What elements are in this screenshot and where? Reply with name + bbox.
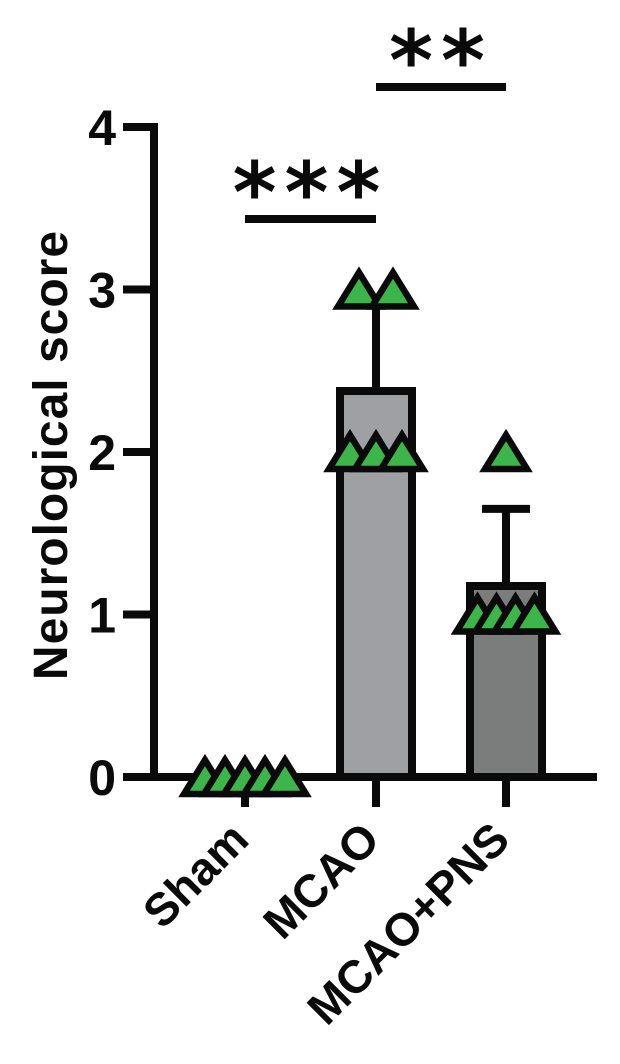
y-tick-label: 1 bbox=[88, 588, 116, 644]
error-bar-stem bbox=[502, 508, 510, 586]
x-category-label: Sham bbox=[133, 812, 258, 937]
error-bar-cap bbox=[482, 504, 530, 513]
data-point-triangle bbox=[507, 591, 562, 635]
x-tick bbox=[502, 773, 510, 807]
y-tick-label: 0 bbox=[88, 750, 116, 806]
data-point-triangle bbox=[479, 428, 533, 473]
y-tick bbox=[123, 610, 154, 619]
data-point-triangle bbox=[332, 266, 386, 310]
x-tick bbox=[372, 773, 380, 807]
significance-line bbox=[245, 215, 376, 223]
y-tick-label: 4 bbox=[88, 100, 116, 156]
data-point-triangle bbox=[366, 266, 420, 310]
significance-stars: *** bbox=[233, 144, 389, 242]
y-tick bbox=[123, 448, 154, 456]
data-point-triangle bbox=[375, 428, 429, 473]
significance-line bbox=[376, 83, 506, 91]
y-tick-label: 2 bbox=[88, 425, 116, 481]
y-tick bbox=[123, 773, 154, 781]
data-point-triangle bbox=[258, 753, 312, 798]
error-bar-stem bbox=[372, 297, 380, 391]
y-tick bbox=[123, 285, 154, 294]
significance-stars: ** bbox=[389, 12, 493, 110]
y-tick bbox=[123, 123, 154, 131]
y-tick-label: 3 bbox=[88, 263, 116, 319]
